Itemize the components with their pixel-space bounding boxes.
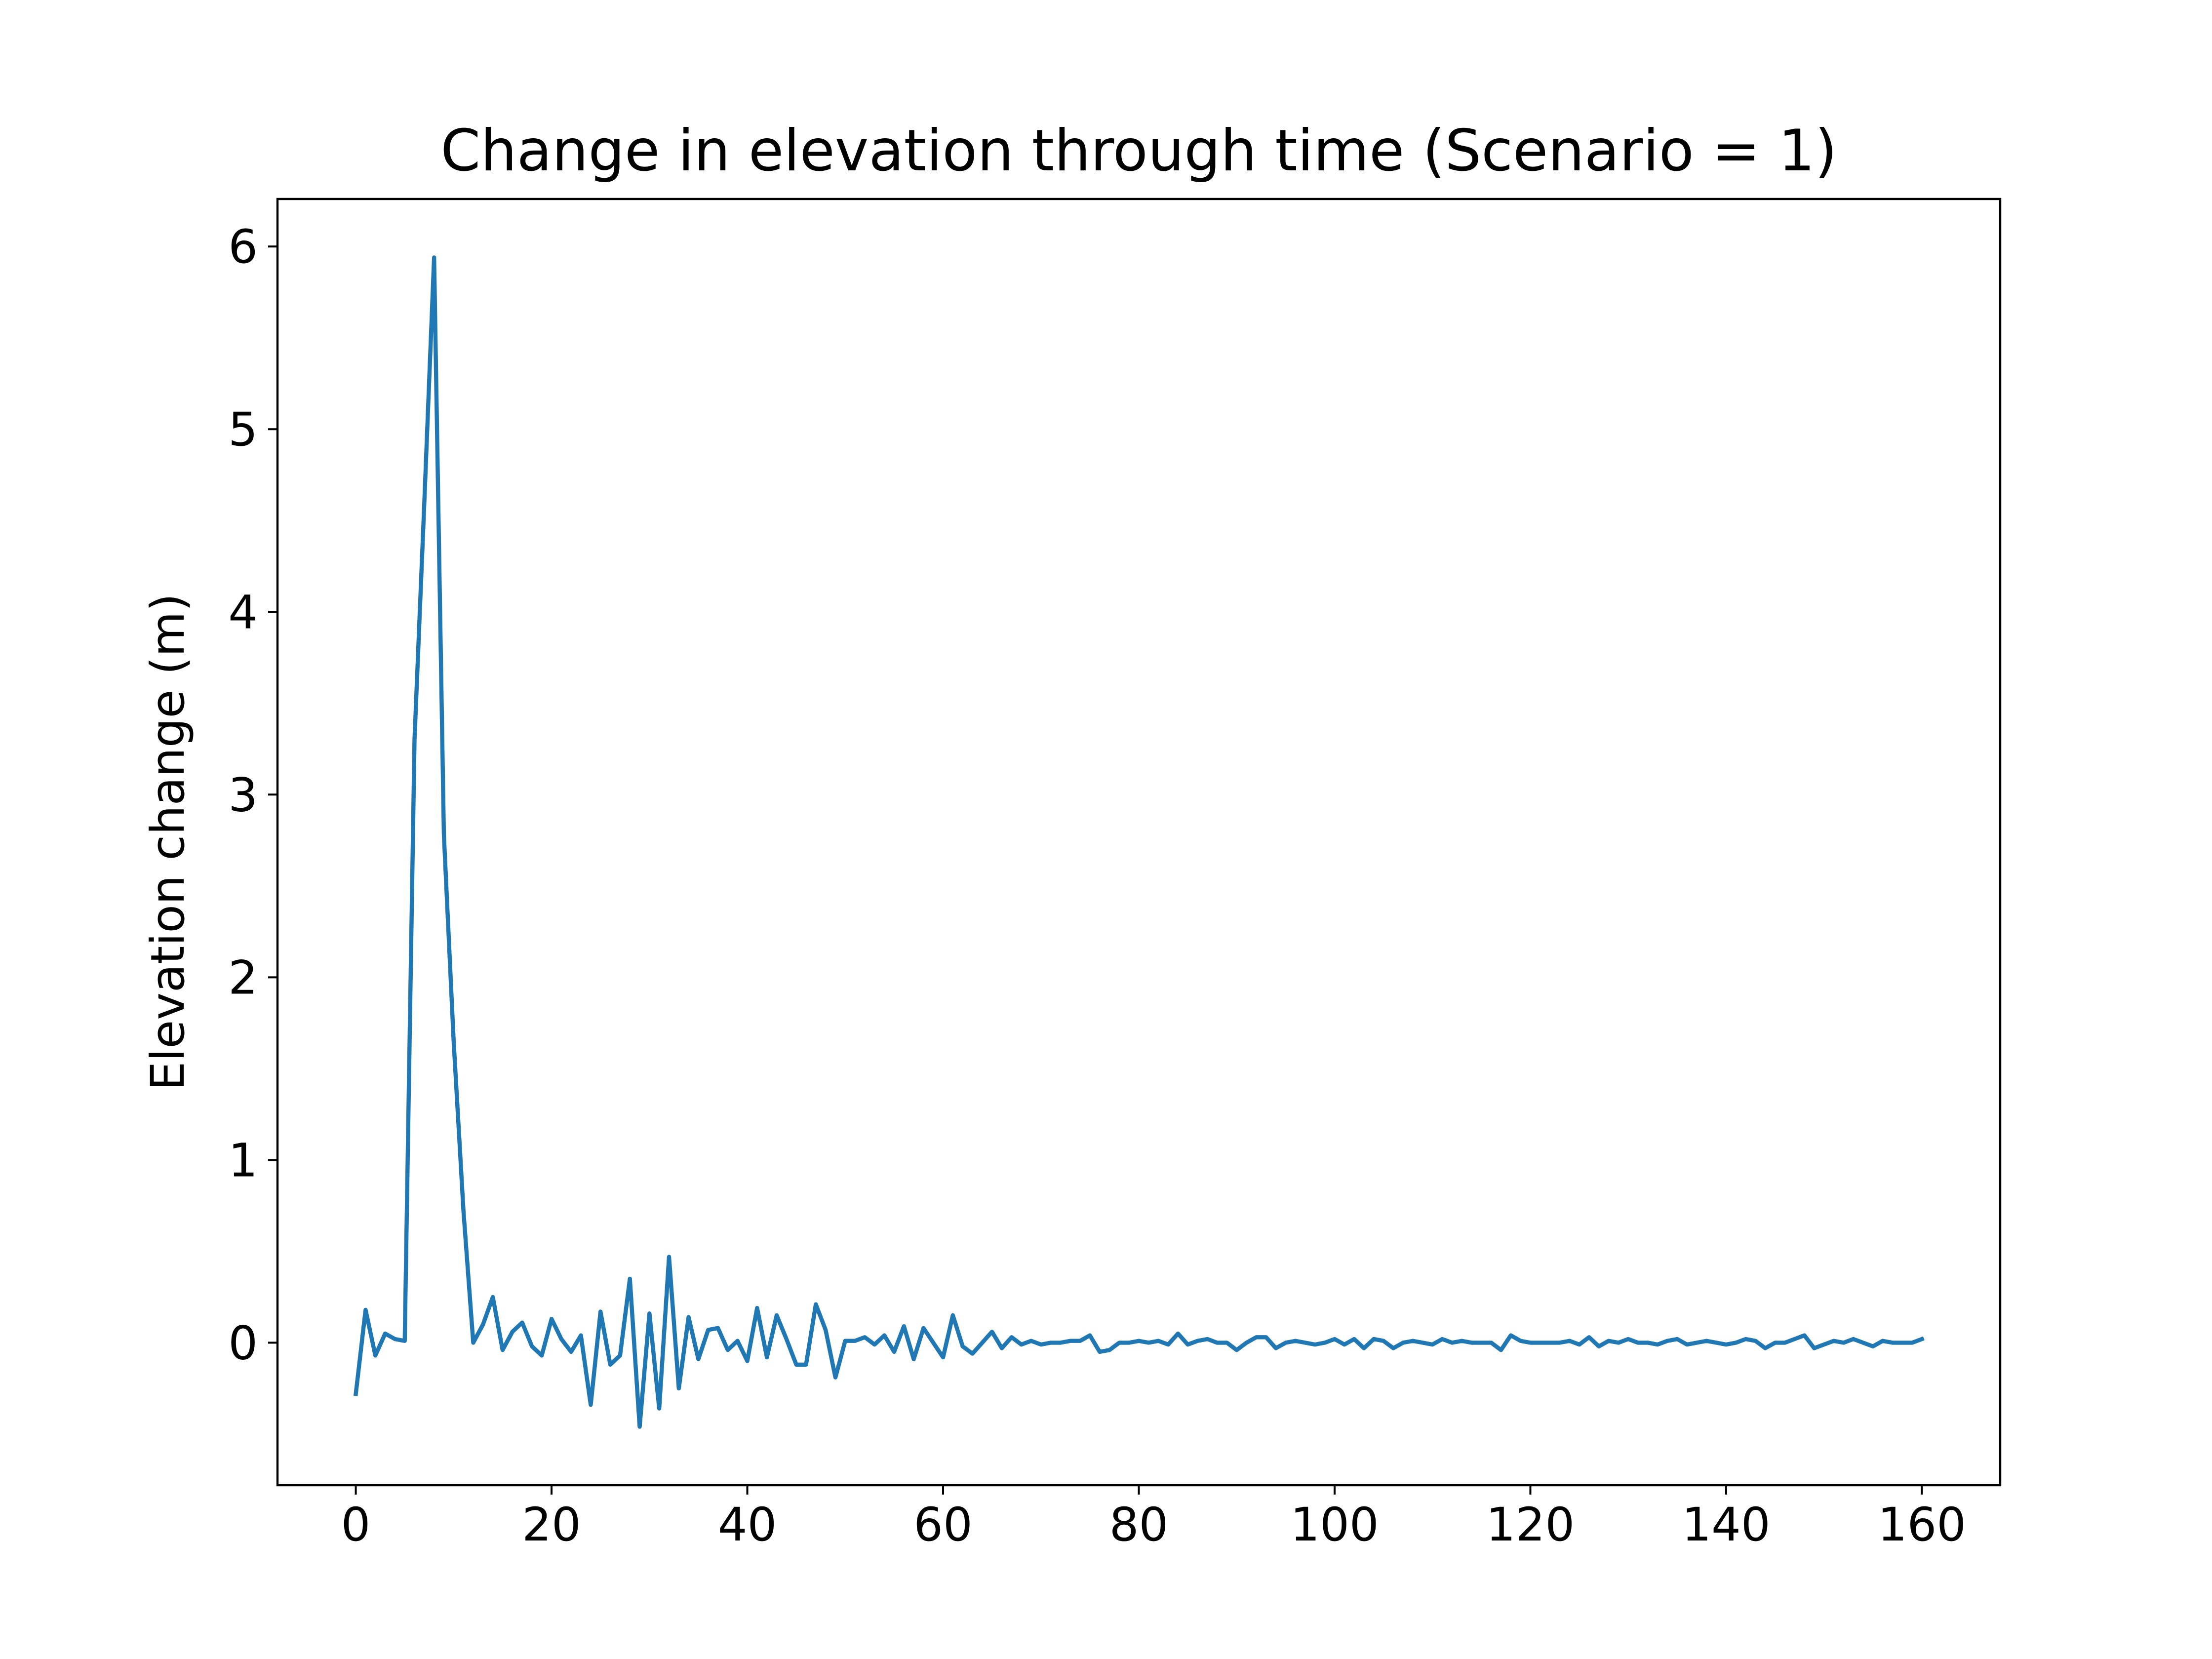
y-tick-label: 4: [228, 586, 258, 639]
chart-title: Change in elevation through time (Scenar…: [440, 118, 1837, 184]
x-tick-label: 80: [1109, 1498, 1169, 1552]
series-layer: [353, 255, 1925, 1429]
y-tick-label: 0: [228, 1316, 258, 1370]
y-axis-label: Elevation change (m): [141, 593, 195, 1091]
x-tick-label: 20: [522, 1498, 581, 1552]
y-tick-label: 2: [228, 951, 258, 1005]
y-axis: 0 1 2 3 4 5 6: [228, 220, 277, 1370]
x-tick-label: 0: [341, 1498, 371, 1552]
y-tick-label: 6: [228, 220, 258, 274]
x-tick-label: 60: [913, 1498, 973, 1552]
x-tick-label: 40: [718, 1498, 777, 1552]
x-tick-label: 160: [1878, 1498, 1966, 1552]
x-tick-label: 120: [1486, 1498, 1575, 1552]
y-tick-label: 5: [228, 403, 258, 457]
y-tick-label: 1: [228, 1134, 258, 1187]
series-line-0: [353, 255, 1925, 1429]
x-tick-label: 140: [1682, 1498, 1770, 1552]
x-tick-label: 100: [1290, 1498, 1379, 1552]
x-axis: 0 20 40 60 80 100 120 140 160: [341, 1485, 1966, 1552]
y-tick-label: 3: [228, 768, 258, 822]
